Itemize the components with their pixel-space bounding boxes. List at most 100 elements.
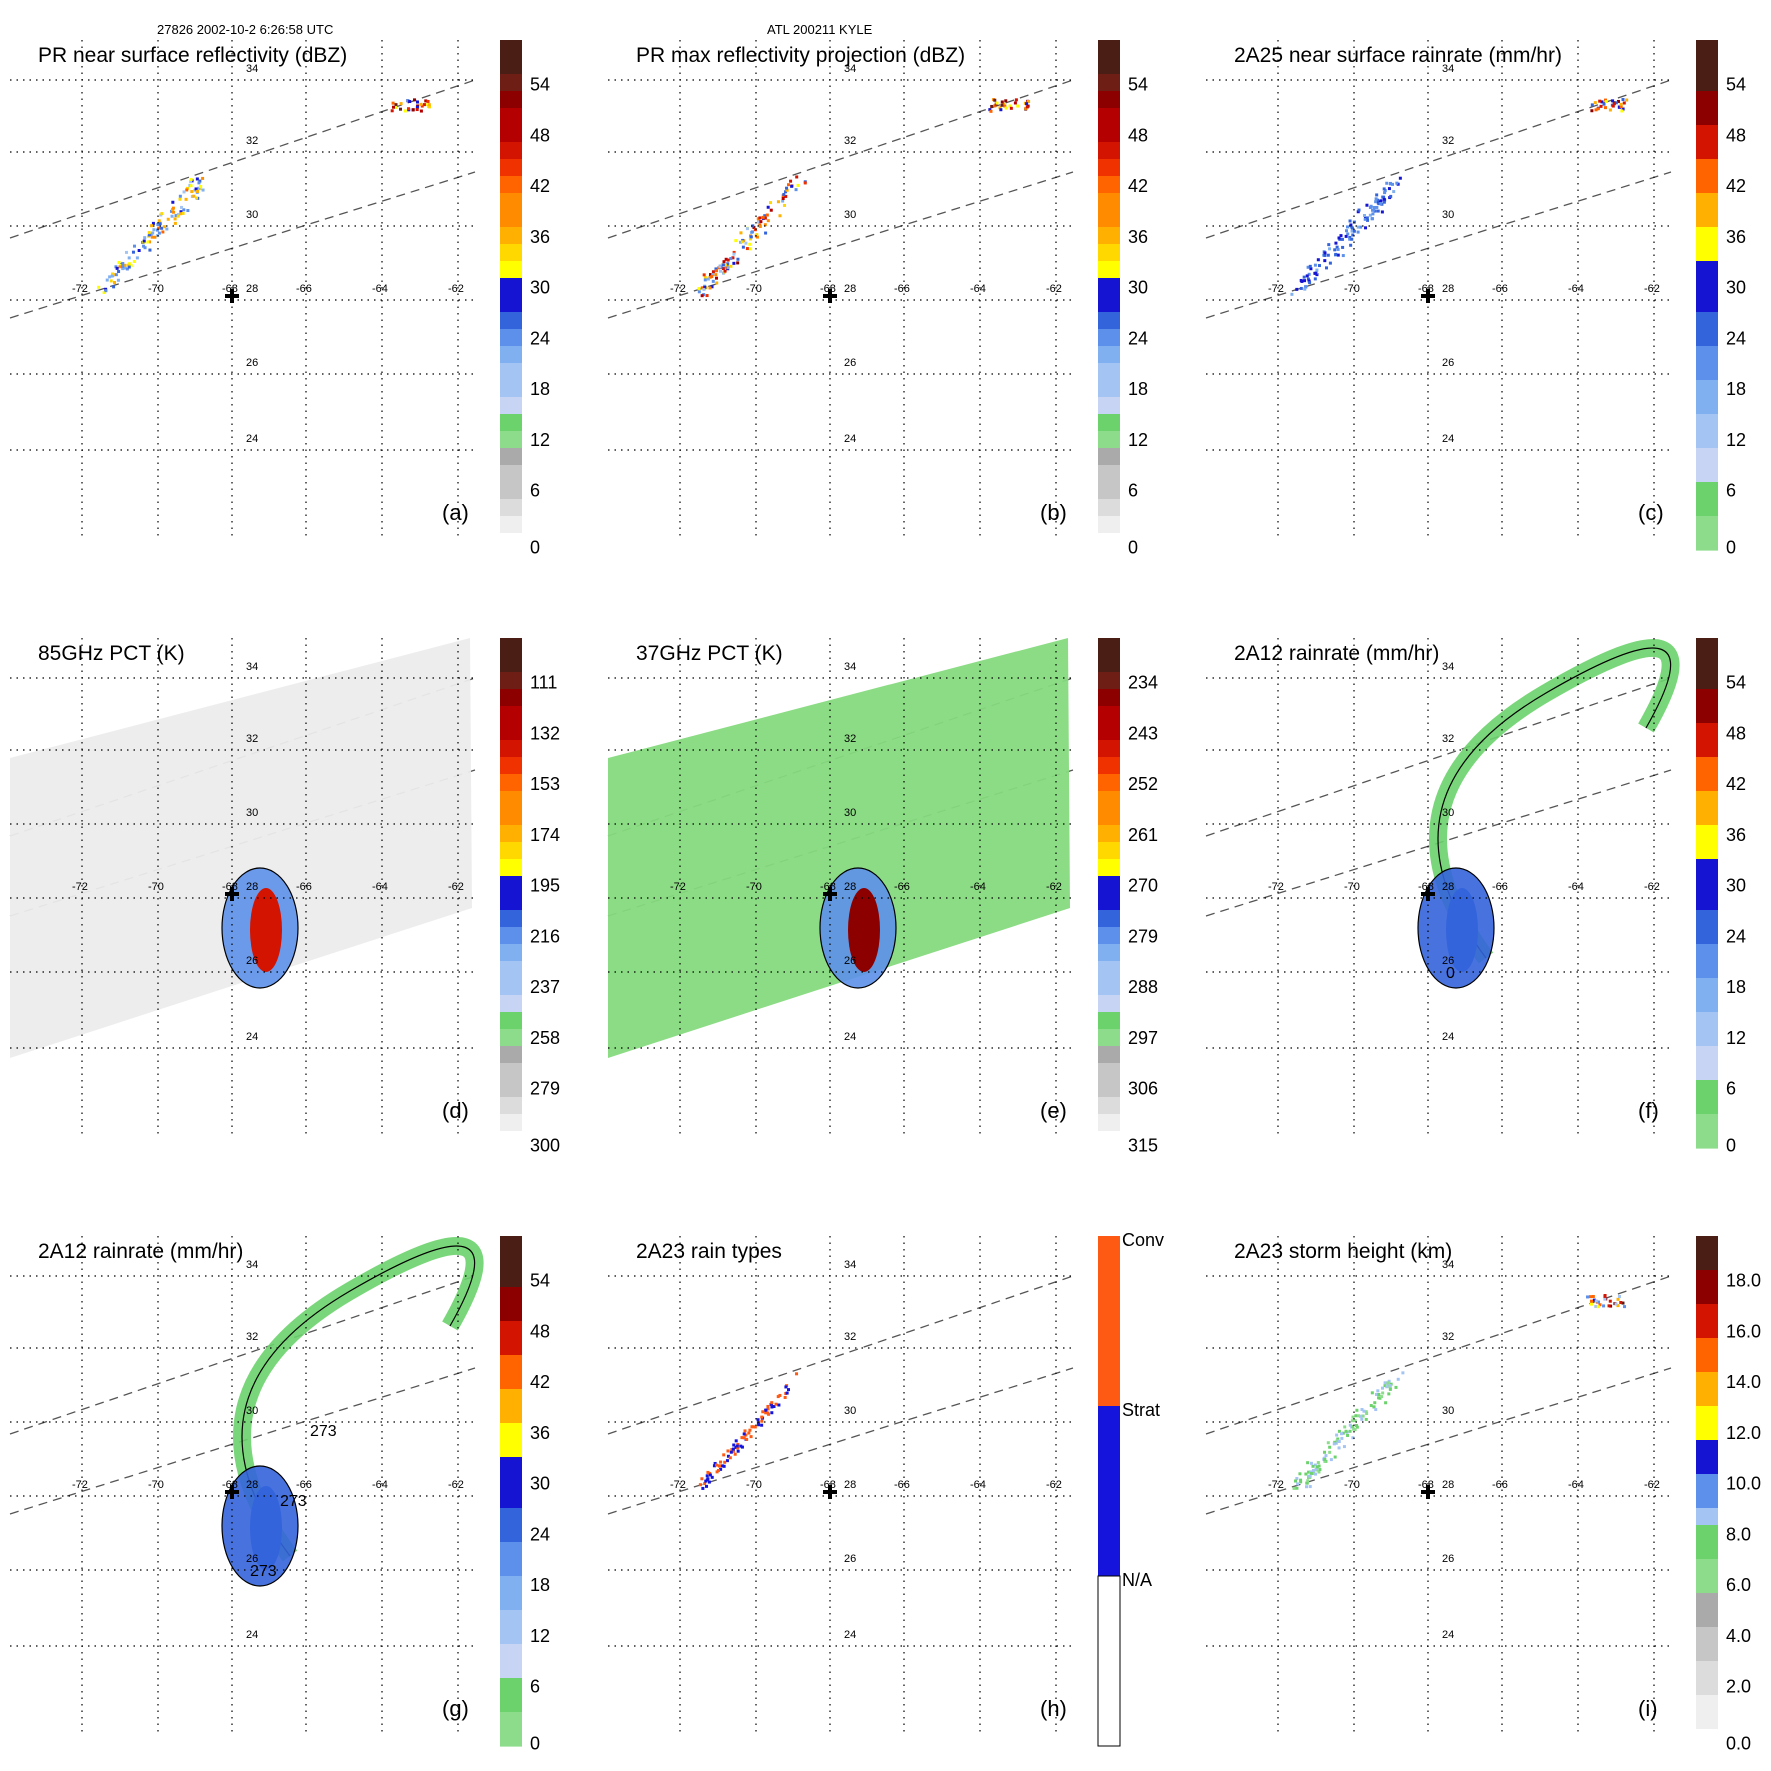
pr-pixel (192, 194, 196, 198)
rain-type-pixel (715, 1470, 719, 1474)
colorbar-segment (1696, 689, 1718, 707)
lat-label: 32 (844, 135, 856, 147)
panel-title: 2A12 rainrate (mm/hr) (1234, 642, 1439, 665)
pr-pixel (419, 109, 423, 113)
pr-pixel (1389, 194, 1393, 198)
lon-label: -64 (970, 283, 986, 295)
colorbar-segment (1098, 397, 1120, 415)
pr-pixel (1008, 104, 1012, 108)
pr-pixel (1608, 108, 1612, 112)
rain-type-pixel (712, 1464, 716, 1468)
lat-label: 26 (246, 357, 258, 369)
pr-pixel (147, 231, 151, 235)
colorbar-segment (1696, 1559, 1718, 1577)
rain-type-pixel (764, 1411, 768, 1415)
pr-pixel (741, 245, 745, 249)
pr-pixel (190, 190, 194, 194)
lat-label: 28 (246, 881, 258, 893)
pr-pixel (114, 273, 118, 277)
pr-pixel (129, 264, 133, 268)
colorbar-tick: 48 (530, 1321, 550, 1341)
colorbar-f: 54 48 42 36 30 24 18 12 6 0 (1696, 638, 1746, 1155)
pr-pixel (782, 192, 786, 196)
precip-field (1292, 1294, 1627, 1490)
lon-label: -62 (1046, 1479, 1062, 1491)
lon-label: -70 (148, 1479, 164, 1491)
pr-pixel (763, 223, 767, 227)
colorbar-segment (1696, 125, 1718, 143)
pr-pixel (1350, 229, 1354, 233)
colorbar-segment (500, 159, 522, 177)
pr-pixel (1596, 1300, 1600, 1304)
pr-pixel (785, 186, 789, 190)
rain-type-pixel (726, 1449, 730, 1453)
pr-pixel (1348, 219, 1352, 223)
colorbar-segment (1696, 910, 1718, 928)
lat-label: 24 (246, 1629, 258, 1641)
rain-type-pixel (760, 1415, 764, 1419)
lon-label: -66 (894, 881, 910, 893)
pr-pixel (415, 108, 419, 112)
pr-pixel (148, 248, 152, 252)
pr-pixel (726, 258, 730, 262)
pr-pixel (790, 184, 794, 188)
lon-label: -62 (448, 1479, 464, 1491)
pr-pixel (1025, 102, 1029, 106)
colorbar-segment (1696, 1046, 1718, 1064)
colorbar-segment (1696, 1063, 1718, 1081)
rain-type-pixel (736, 1442, 740, 1446)
pr-pixel (1376, 200, 1380, 204)
colorbar-segment (1098, 57, 1120, 75)
pr-pixel (1612, 102, 1616, 106)
panel-title: PR near surface reflectivity (dBZ) (38, 44, 347, 67)
pr-pixel (1342, 1445, 1346, 1449)
pr-pixel (176, 212, 180, 216)
pr-pixel (766, 219, 770, 223)
colorbar-i: 18.0 16.0 14.0 12.0 10.0 8.0 6.0 4.0 2.0 0.0 (1696, 1236, 1761, 1753)
lon-label: -72 (1268, 283, 1284, 295)
pr-pixel (115, 266, 119, 270)
colorbar-segment (500, 448, 522, 466)
pr-pixel (1352, 229, 1356, 233)
pr-pixel (1340, 1432, 1344, 1436)
colorbar-tick: 306 (1128, 1079, 1158, 1099)
pr-pixel (406, 99, 410, 103)
pr-pixel (1368, 213, 1372, 217)
lat-label: 32 (246, 1331, 258, 1343)
panel-title: 2A12 rainrate (mm/hr) (38, 1240, 243, 1263)
storm-center-cross (823, 1485, 837, 1499)
colorbar-segment (500, 978, 522, 996)
rain-type-pixel (757, 1423, 761, 1427)
pr-pixel (751, 224, 755, 228)
lat-label: 28 (246, 283, 258, 295)
pr-pixel (781, 197, 785, 201)
pr-pixel (1353, 1419, 1357, 1423)
rain-type-pixel (776, 1395, 780, 1399)
colorbar-segment (500, 859, 522, 877)
colorbar-tick: 6 (530, 481, 540, 501)
pr-pixel (182, 208, 186, 212)
pr-pixel (171, 206, 175, 210)
pr-pixel (1359, 1414, 1363, 1418)
panel-label: (d) (442, 1098, 469, 1123)
pr-pixel (722, 260, 726, 264)
pr-pixel (195, 196, 199, 200)
pr-pixel (1593, 101, 1597, 105)
pr-pixel (426, 99, 430, 103)
colorbar-segment (1696, 706, 1718, 724)
colorbar-segment (1696, 533, 1718, 551)
lat-label: 26 (246, 1553, 258, 1565)
pr-pixel (118, 265, 122, 269)
pr-pixel (131, 250, 135, 254)
pr-pixel (1594, 1304, 1598, 1308)
pr-pixel (1302, 275, 1306, 279)
rain-type-pixel (729, 1450, 733, 1454)
colorbar-h: Conv Strat N/A (1097, 1230, 1164, 1747)
contour-label: 0 (1446, 965, 1455, 982)
colorbar-tick: 252 (1128, 774, 1158, 794)
pr-pixel (1292, 1486, 1296, 1490)
rain-type-pixel (785, 1391, 789, 1395)
pr-pixel (1611, 104, 1615, 108)
rain-type-pixel (701, 1486, 705, 1490)
pr-pixel (142, 244, 146, 248)
